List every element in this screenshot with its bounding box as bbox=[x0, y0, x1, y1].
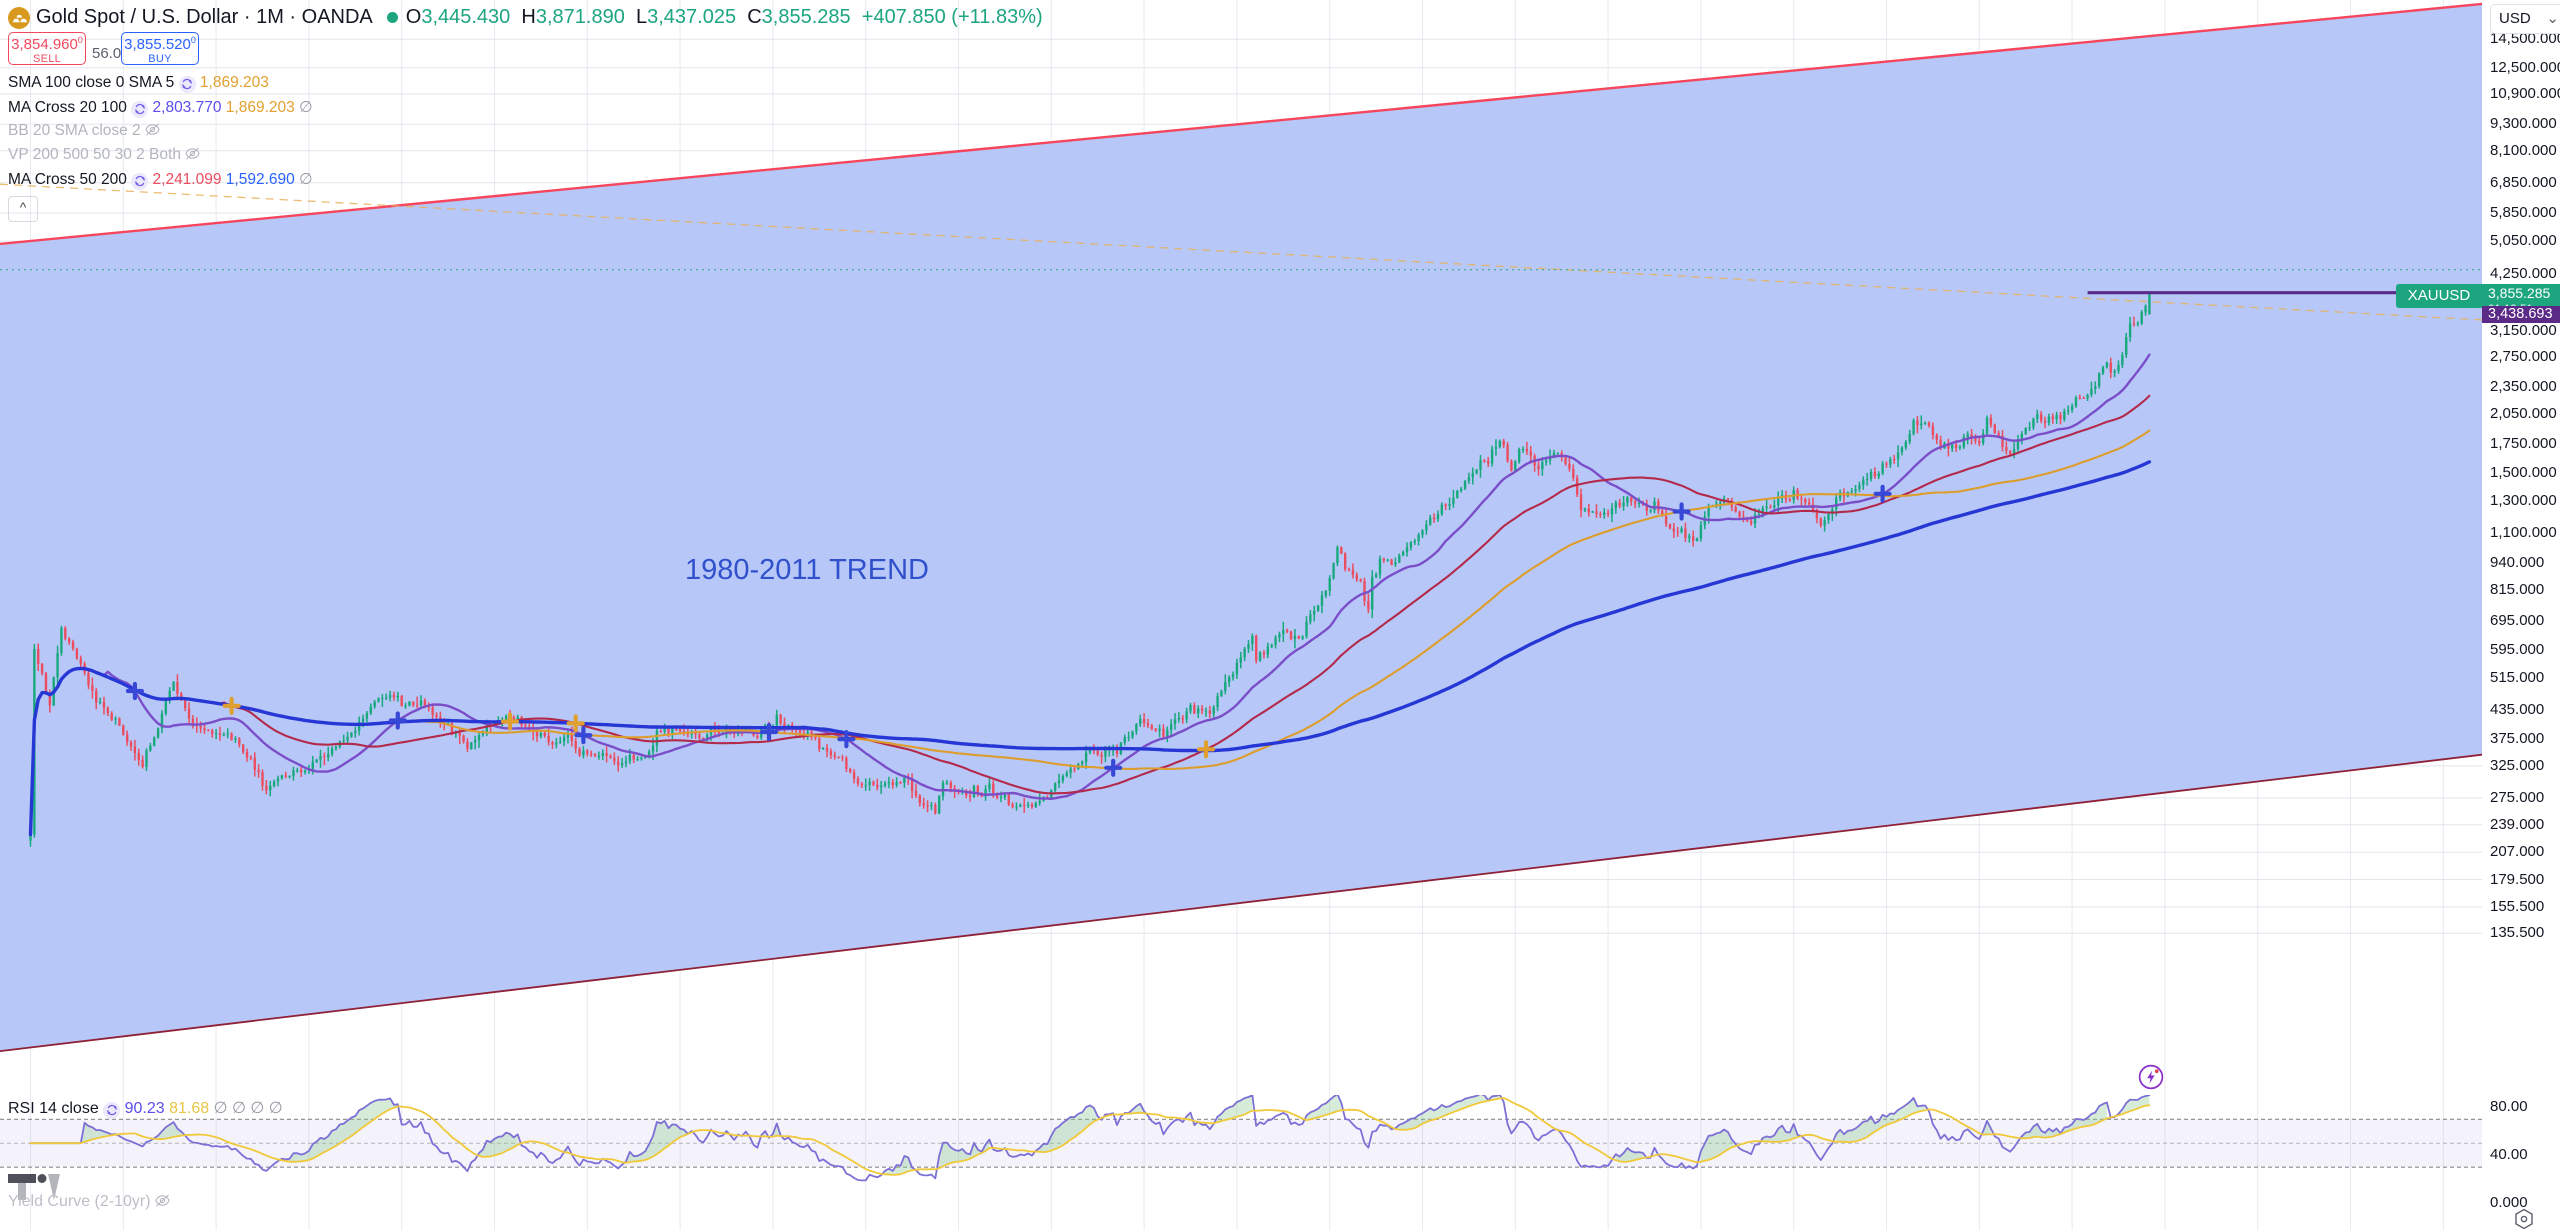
svg-text:1980-2011 TREND: 1980-2011 TREND bbox=[685, 554, 929, 586]
